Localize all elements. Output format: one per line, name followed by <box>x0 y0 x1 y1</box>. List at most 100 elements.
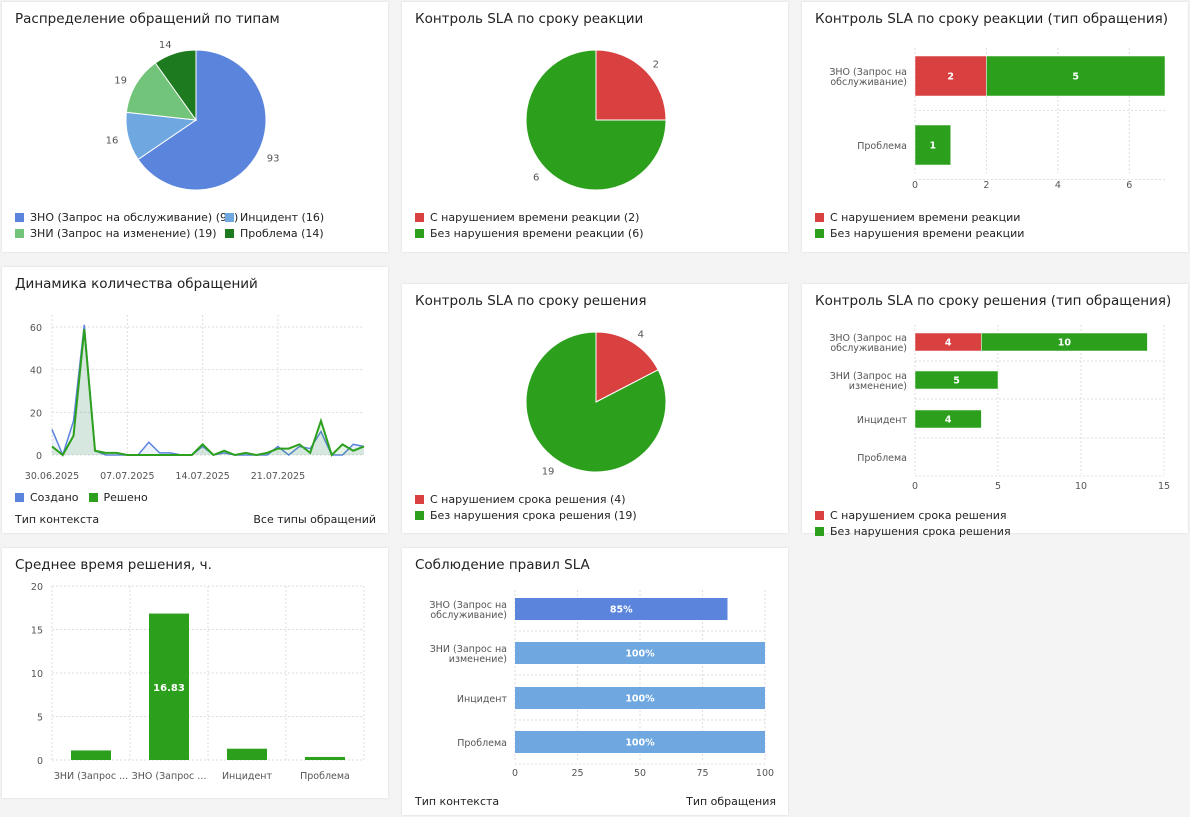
bar-value-label: 1 <box>930 141 937 152</box>
sla-resolve-pie-chart: 4 19 <box>525 330 667 477</box>
y-tick-label: 60 <box>30 323 42 334</box>
legend-label: С нарушением времени реакции (2) <box>430 211 640 224</box>
card-sla-resolve: 4 19 Контроль SLA по сроку решения С нару… <box>402 284 788 533</box>
legend-label: Без нарушения времени реакции <box>830 227 1025 240</box>
card-title: Контроль SLA по сроку реакции (тип обращ… <box>815 11 1169 27</box>
card-title: Распределение обращений по типам <box>15 11 280 27</box>
request-type-filter[interactable]: Тип обращения <box>686 795 776 808</box>
category-label: Проблема <box>857 453 907 464</box>
card-title: Контроль SLA по сроку реакции <box>415 11 644 27</box>
slice-label: 93 <box>267 153 280 164</box>
x-tick-label: 6 <box>1126 180 1132 191</box>
avg-time-bar-chart: 0 5 10 15 20 ЗНИ (Запрос ... 16.83 ЗНО (Запрос … <box>31 582 365 782</box>
bar-value-label: 100% <box>625 694 655 705</box>
bar-value-label: 100% <box>625 738 655 749</box>
pie-slice <box>154 49 197 122</box>
bar <box>71 750 111 760</box>
legend-item[interactable]: С нарушением времени реакции <box>815 210 1020 226</box>
request-type-filter[interactable]: Все типы обращений <box>253 513 376 526</box>
card-sla-resolve-type: 0 5 10 15 ЗНО (Запрос на обслуживание) 4 10 ЗНИ … <box>802 284 1188 538</box>
card-sla-compliance: 0 25 50 75 100 ЗНО (Запрос на обслуживание) 85%… <box>402 548 788 815</box>
x-tick-label: 100 <box>756 768 774 779</box>
legend-label: Без нарушения срока решения (19) <box>430 509 637 522</box>
legend: ЗНО (Запрос на обслуживание) (93) Инциден… <box>15 210 375 242</box>
bar-value-label: 85% <box>610 605 633 616</box>
pie-slice <box>595 49 667 121</box>
category-label: ЗНО (Запрос на <box>429 600 507 611</box>
context-type-filter[interactable]: Тип контекста <box>15 513 100 526</box>
legend-item[interactable]: Решено <box>88 490 148 506</box>
legend-item[interactable]: Без нарушения срока решения (19) <box>415 508 637 524</box>
card-title: Динамика количества обращений <box>15 276 258 292</box>
pie-slice <box>525 331 667 473</box>
category-label: ЗНИ (Запрос на <box>430 644 507 655</box>
slice-label: 16 <box>106 135 119 146</box>
legend-item[interactable]: Без нарушения времени реакции (6) <box>415 226 644 242</box>
card-title: Контроль SLA по сроку решения <box>415 293 647 309</box>
legend-swatch <box>415 495 424 504</box>
legend-item[interactable]: С нарушением времени реакции (2) <box>415 210 639 226</box>
legend: Создано Решено <box>15 490 375 506</box>
y-tick-label: 20 <box>31 582 43 593</box>
legend: С нарушением срока решения Без нарушения … <box>815 508 1190 540</box>
x-tick-label: 21.07.2025 <box>251 471 305 482</box>
legend-item[interactable]: Инцидент (16) <box>225 210 324 226</box>
bar-value-label: 5 <box>953 376 960 387</box>
card-types: 93 16 19 14 Распределение обращений по типа… <box>2 2 388 252</box>
x-tick-label: 75 <box>696 768 708 779</box>
legend-label: Без нарушения срока решения <box>830 525 1011 538</box>
category-label: обслуживание) <box>830 77 907 88</box>
bar <box>515 687 765 709</box>
legend: С нарушением срока решения (4) Без наруше… <box>415 492 715 524</box>
legend-swatch <box>815 511 824 520</box>
x-tick-label: 5 <box>995 481 1001 492</box>
legend: С нарушением времени реакции (2) Без нару… <box>415 210 715 242</box>
bar-value-label: 4 <box>945 415 952 426</box>
types-pie-chart: 93 16 19 14 <box>106 40 280 191</box>
dynamics-line-chart: 0 20 40 60 30.06.2025 07.07.2025 14.07.2025 21.… <box>25 315 365 482</box>
pie-slice <box>137 49 267 191</box>
pie-slice <box>125 62 198 121</box>
context-type-filter[interactable]: Тип контекста <box>415 795 500 808</box>
x-tick-label: 50 <box>634 768 646 779</box>
bar-value-label: 4 <box>945 338 952 349</box>
legend-item[interactable]: Создано <box>15 490 79 506</box>
x-tick-label: 14.07.2025 <box>175 471 229 482</box>
legend-label: С нарушением срока решения (4) <box>430 493 626 506</box>
legend-item[interactable]: С нарушением срока решения (4) <box>415 492 626 508</box>
sla-react-pie-chart: 26 <box>525 49 667 191</box>
slice-label: 19 <box>114 75 127 86</box>
pie-slice <box>595 331 659 403</box>
bar <box>515 598 728 620</box>
bar <box>914 124 951 166</box>
category-label: ЗНИ (Запрос ... <box>54 771 128 782</box>
bar-value-label: 100% <box>625 649 655 660</box>
legend-item[interactable]: Проблема (14) <box>225 226 324 242</box>
y-tick-label: 5 <box>37 713 43 724</box>
card-sla-react-type: 0 2 4 6 ЗНО (Запрос на обслуживание) 2 5 Проблем… <box>802 2 1188 252</box>
legend-item[interactable]: ЗНО (Запрос на обслуживание) (93) <box>15 210 238 226</box>
bar <box>227 748 267 760</box>
legend-swatch <box>15 493 24 502</box>
legend-item[interactable]: С нарушением срока решения <box>815 508 1007 524</box>
legend-label: Инцидент (16) <box>240 211 325 224</box>
x-tick-label: 0 <box>512 768 518 779</box>
bar <box>515 642 765 664</box>
legend-item[interactable]: Без нарушения срока решения <box>815 524 1011 540</box>
bar <box>981 332 1148 352</box>
category-label: обслуживание) <box>830 343 907 354</box>
category-label: Проблема <box>857 141 907 152</box>
bar-value-label: 2 <box>947 72 954 83</box>
legend-item[interactable]: Без нарушения времени реакции <box>815 226 1024 242</box>
legend-swatch <box>415 213 424 222</box>
category-label: Инцидент <box>857 415 908 426</box>
legend-label: Проблема (14) <box>240 227 324 240</box>
legend-swatch <box>15 213 24 222</box>
legend-label: Создано <box>30 491 79 504</box>
y-tick-label: 0 <box>36 451 42 462</box>
card-title: Среднее время решения, ч. <box>15 557 212 573</box>
legend-item[interactable]: ЗНИ (Запрос на изменение) (19) <box>15 226 217 242</box>
card-title: Соблюдение правил SLA <box>415 557 590 573</box>
